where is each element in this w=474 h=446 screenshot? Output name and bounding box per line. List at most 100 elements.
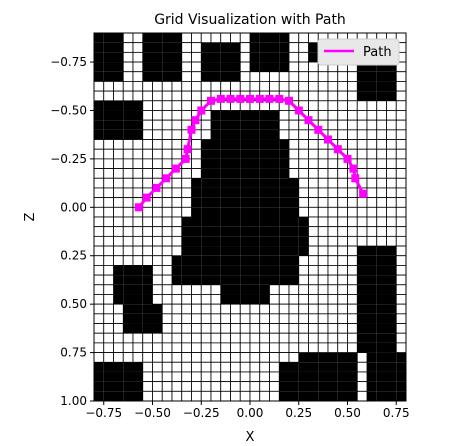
- obstacle-cell: [367, 71, 377, 82]
- free-cell: [308, 323, 319, 334]
- free-cell: [200, 303, 212, 315]
- free-cell: [298, 294, 309, 305]
- obstacle-cell: [240, 139, 250, 150]
- free-cell: [278, 303, 290, 315]
- obstacle-cell: [279, 197, 289, 208]
- free-cell: [152, 158, 163, 169]
- free-cell: [288, 42, 300, 53]
- obstacle-cell: [298, 352, 309, 363]
- obstacle-cell: [220, 217, 231, 227]
- obstacle-cell: [269, 139, 280, 150]
- free-cell: [220, 303, 231, 315]
- free-cell: [269, 71, 280, 82]
- free-cell: [366, 148, 378, 160]
- obstacle-cell: [230, 265, 241, 276]
- free-cell: [113, 81, 124, 92]
- chart-title: Grid Visualization with Path: [154, 12, 346, 28]
- obstacle-cell: [367, 381, 377, 392]
- obstacle-cell: [94, 371, 104, 382]
- free-cell: [269, 352, 280, 363]
- free-cell: [249, 81, 261, 92]
- obstacle-cell: [94, 362, 104, 372]
- obstacle-cell: [201, 187, 211, 198]
- free-cell: [337, 187, 348, 199]
- free-cell: [356, 139, 368, 150]
- obstacle-cell: [279, 52, 289, 63]
- obstacle-cell: [289, 226, 299, 237]
- free-cell: [103, 148, 114, 160]
- obstacle-cell: [328, 391, 338, 401]
- free-cell: [249, 390, 261, 402]
- obstacle-cell: [250, 236, 260, 247]
- free-cell: [122, 139, 134, 150]
- obstacle-cell: [259, 294, 270, 305]
- obstacle-cell: [318, 371, 328, 382]
- free-cell: [161, 235, 173, 247]
- free-cell: [181, 303, 192, 315]
- free-cell: [376, 100, 387, 111]
- obstacle-cell: [103, 100, 114, 111]
- obstacle-cell: [337, 362, 348, 372]
- obstacle-cell: [133, 275, 143, 285]
- free-cell: [366, 197, 378, 208]
- free-cell: [259, 361, 270, 373]
- obstacle-cell: [386, 62, 397, 72]
- free-cell: [171, 177, 183, 189]
- free-cell: [152, 100, 163, 111]
- free-cell: [181, 206, 192, 218]
- free-cell: [376, 119, 387, 131]
- free-cell: [93, 332, 105, 344]
- obstacle-cell: [376, 275, 387, 285]
- obstacle-cell: [279, 246, 289, 256]
- obstacle-cell: [162, 62, 172, 72]
- obstacle-cell: [240, 265, 250, 276]
- free-cell: [239, 71, 251, 82]
- obstacle-cell: [220, 52, 231, 63]
- obstacle-cell: [250, 139, 260, 150]
- free-cell: [210, 81, 222, 92]
- free-cell: [288, 284, 300, 295]
- obstacle-cell: [181, 255, 192, 266]
- free-cell: [327, 81, 339, 92]
- free-cell: [230, 81, 241, 92]
- free-cell: [171, 245, 183, 257]
- free-cell: [171, 303, 183, 315]
- free-cell: [103, 284, 114, 295]
- free-cell: [298, 32, 309, 44]
- obstacle-cell: [289, 246, 299, 256]
- obstacle-cell: [386, 362, 397, 372]
- free-cell: [103, 139, 114, 150]
- obstacle-cell: [211, 120, 221, 130]
- free-cell: [122, 352, 134, 363]
- free-cell: [337, 274, 348, 286]
- obstacle-cell: [172, 265, 182, 276]
- free-cell: [142, 361, 153, 373]
- free-cell: [298, 177, 309, 189]
- obstacle-cell: [240, 120, 250, 130]
- free-cell: [298, 313, 309, 324]
- free-cell: [113, 139, 124, 150]
- free-cell: [122, 187, 134, 199]
- obstacle-cell: [279, 207, 289, 217]
- free-cell: [308, 216, 319, 228]
- obstacle-cell: [94, 129, 104, 140]
- free-cell: [103, 303, 114, 315]
- free-cell: [161, 352, 173, 363]
- free-cell: [103, 255, 114, 266]
- free-cell: [220, 361, 231, 373]
- obstacle-cell: [103, 62, 114, 72]
- obstacle-cell: [289, 178, 299, 188]
- obstacle-cell: [269, 52, 280, 63]
- free-cell: [142, 216, 153, 228]
- obstacle-cell: [201, 52, 211, 63]
- path-point: [333, 145, 342, 154]
- free-cell: [230, 323, 241, 334]
- obstacle-cell: [250, 52, 260, 63]
- free-cell: [191, 42, 202, 53]
- path-point: [142, 193, 151, 202]
- free-cell: [113, 332, 124, 344]
- free-cell: [298, 342, 309, 353]
- free-cell: [308, 294, 319, 305]
- obstacle-cell: [357, 71, 367, 82]
- free-cell: [249, 303, 261, 315]
